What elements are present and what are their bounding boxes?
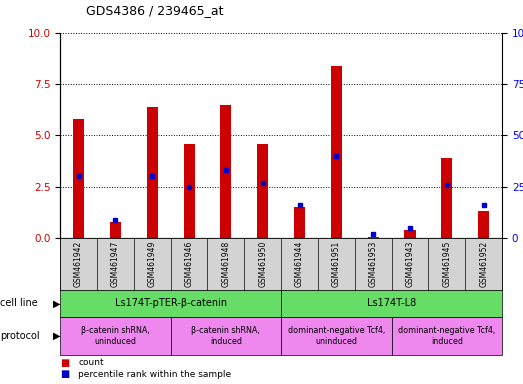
Bar (404, 230, 416, 238)
Text: GSM461950: GSM461950 (258, 241, 267, 287)
Text: ▶: ▶ (53, 331, 60, 341)
Text: GSM461952: GSM461952 (479, 241, 488, 287)
Text: ■: ■ (60, 369, 70, 379)
Text: GSM461949: GSM461949 (147, 241, 157, 287)
Bar (331, 66, 342, 238)
Text: GSM461951: GSM461951 (332, 241, 341, 287)
Text: dominant-negative Tcf4,
induced: dominant-negative Tcf4, induced (398, 326, 495, 346)
Bar (184, 144, 195, 238)
Text: Ls174T-L8: Ls174T-L8 (367, 298, 416, 308)
Bar (294, 207, 305, 238)
Text: GSM461953: GSM461953 (369, 241, 378, 287)
Text: GSM461945: GSM461945 (442, 241, 451, 287)
Text: GSM461947: GSM461947 (111, 241, 120, 287)
Text: GSM461942: GSM461942 (74, 241, 83, 287)
Bar (73, 119, 84, 238)
Text: GSM461948: GSM461948 (221, 241, 230, 287)
Bar (257, 144, 268, 238)
Text: protocol: protocol (0, 331, 40, 341)
Text: ▶: ▶ (53, 298, 60, 308)
Text: percentile rank within the sample: percentile rank within the sample (78, 370, 232, 379)
Bar (220, 104, 231, 238)
Text: β-catenin shRNA,
induced: β-catenin shRNA, induced (191, 326, 260, 346)
Text: GSM461943: GSM461943 (405, 241, 415, 287)
Bar (368, 237, 379, 238)
Text: GSM461946: GSM461946 (185, 241, 194, 287)
Bar (478, 211, 489, 238)
Text: ■: ■ (60, 358, 70, 368)
Text: GDS4386 / 239465_at: GDS4386 / 239465_at (86, 4, 224, 17)
Bar (110, 222, 121, 238)
Bar (146, 107, 158, 238)
Text: cell line: cell line (0, 298, 38, 308)
Text: count: count (78, 358, 104, 367)
Text: Ls174T-pTER-β-catenin: Ls174T-pTER-β-catenin (115, 298, 226, 308)
Text: β-catenin shRNA,
uninduced: β-catenin shRNA, uninduced (81, 326, 150, 346)
Bar (441, 158, 452, 238)
Text: dominant-negative Tcf4,
uninduced: dominant-negative Tcf4, uninduced (288, 326, 385, 346)
Text: GSM461944: GSM461944 (295, 241, 304, 287)
